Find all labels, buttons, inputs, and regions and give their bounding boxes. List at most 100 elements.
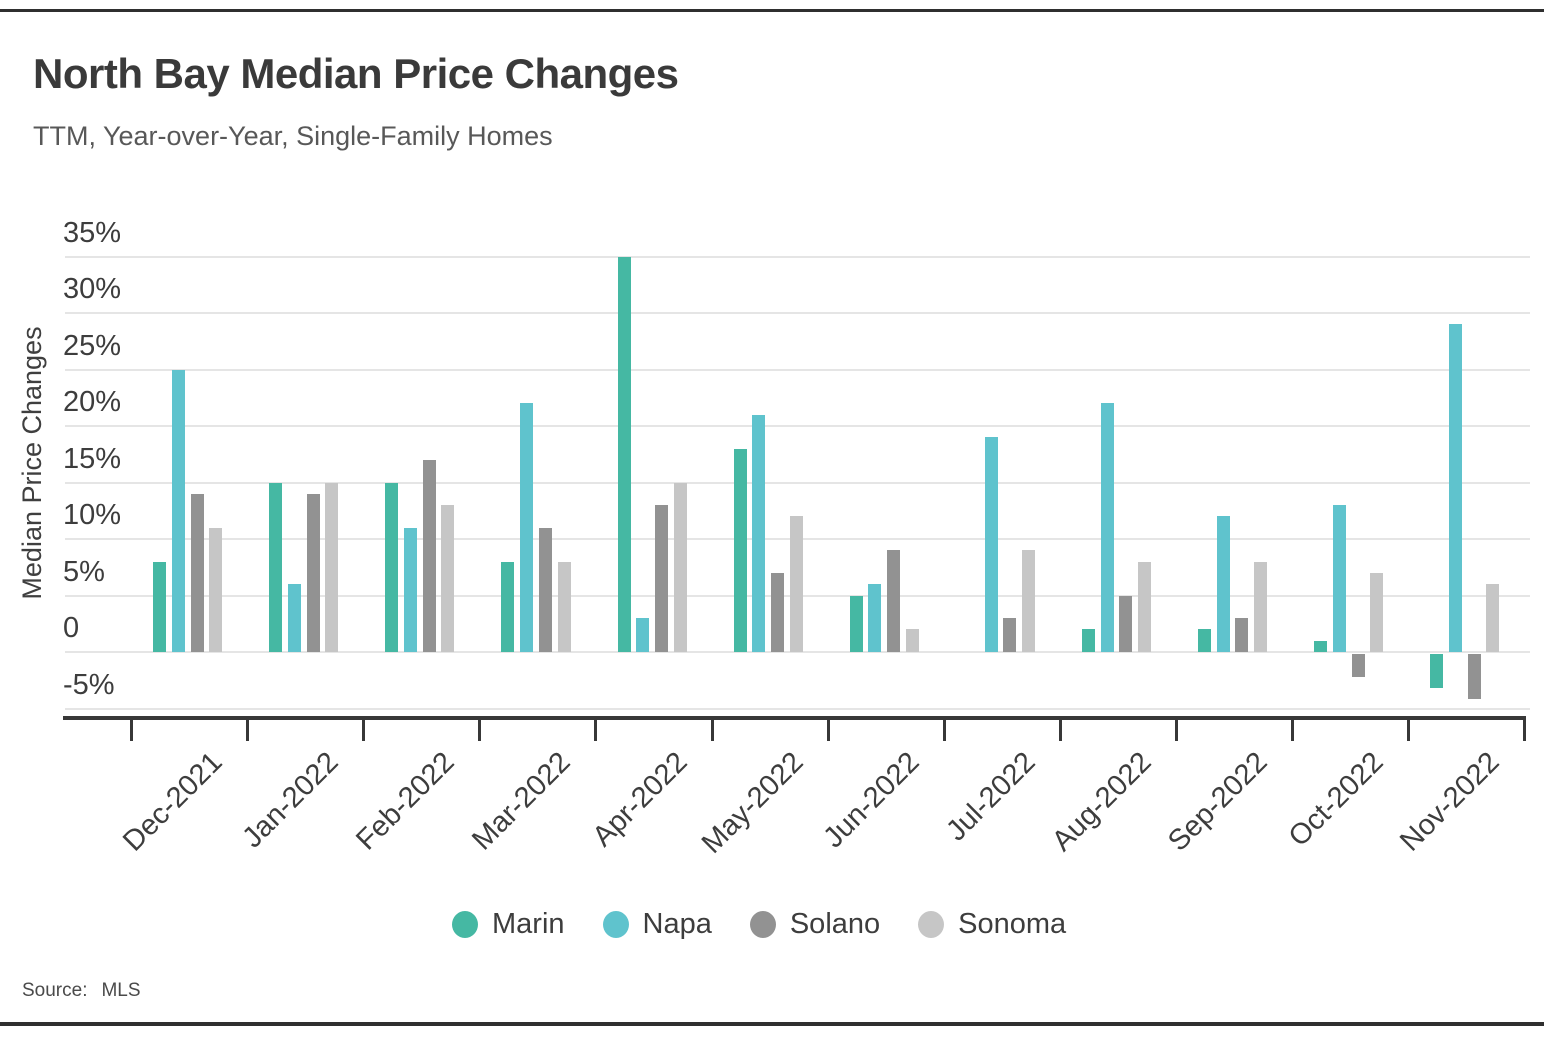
source-note: Source: MLS <box>22 980 141 1002</box>
bar <box>1351 654 1365 677</box>
y-tick-label: -5% <box>63 668 115 701</box>
y-tick-label: 20% <box>63 386 122 418</box>
x-tick-label: Jan-2022 <box>236 746 345 855</box>
x-tick-label: Jun-2022 <box>817 746 926 855</box>
bar <box>1021 550 1035 652</box>
bar <box>1486 584 1500 652</box>
bar <box>752 414 766 652</box>
bar <box>1235 618 1249 652</box>
gridline <box>65 312 1530 314</box>
x-axis-tick <box>1407 716 1411 741</box>
x-axis-line <box>63 716 1523 720</box>
bar <box>1100 403 1114 652</box>
gridline <box>65 425 1530 427</box>
x-axis-tick <box>826 716 830 741</box>
x-axis-tick <box>362 716 366 741</box>
bar <box>1254 561 1268 652</box>
x-axis-tick <box>594 716 598 741</box>
legend-label: Marin <box>492 908 565 940</box>
bar <box>325 482 339 652</box>
bar <box>190 493 204 652</box>
bar <box>306 493 320 652</box>
top-rule <box>0 9 1544 12</box>
gridline <box>65 368 1530 371</box>
bar <box>441 505 455 652</box>
y-tick-label: 25% <box>63 329 122 362</box>
gridline <box>65 255 1530 258</box>
legend-swatch-solano <box>749 911 776 938</box>
bar <box>269 482 283 652</box>
bar <box>422 459 436 652</box>
legend-label: Solano <box>789 908 881 940</box>
y-tick-label: 15% <box>63 442 122 475</box>
bar <box>1138 561 1151 652</box>
bar <box>153 561 167 652</box>
x-axis-tick <box>1291 716 1294 741</box>
bar <box>520 403 534 652</box>
bar <box>287 584 301 652</box>
y-tick-label: 10% <box>63 499 122 531</box>
y-tick-label: 30% <box>63 273 122 305</box>
bar <box>1370 572 1384 652</box>
bar <box>771 572 784 652</box>
legend: Marin Napa Solano Sonoma <box>452 908 1066 941</box>
gridline <box>65 707 1530 710</box>
y-tick-label: 35% <box>63 216 122 249</box>
x-axis-tick <box>1058 716 1062 741</box>
bar <box>404 527 417 652</box>
bar <box>557 561 571 652</box>
source-label: Source: <box>22 980 88 1001</box>
bar <box>1314 640 1328 652</box>
bar <box>209 527 223 652</box>
bar <box>887 550 901 652</box>
x-axis-tick <box>1523 716 1527 741</box>
bar <box>1448 324 1462 652</box>
legend-label: Napa <box>642 908 712 940</box>
bar <box>905 629 919 652</box>
legend-item-solano: Solano <box>749 908 881 941</box>
y-tick-label: 5% <box>63 555 105 588</box>
source-value: MLS <box>101 980 141 1001</box>
legend-item-sonoma: Sonoma <box>918 908 1066 941</box>
bar <box>733 448 747 652</box>
bar <box>636 618 650 652</box>
bar <box>789 516 803 652</box>
bar <box>171 369 185 652</box>
x-axis-tick <box>942 716 946 741</box>
bar <box>1467 654 1481 700</box>
bar <box>673 482 687 652</box>
bar <box>654 505 668 652</box>
bar <box>538 527 552 652</box>
gridline <box>65 481 1530 484</box>
bar <box>1430 654 1444 688</box>
x-tick-label: Jul-2022 <box>940 746 1042 848</box>
bar <box>385 482 399 652</box>
x-tick-label: Nov-2022 <box>1394 746 1506 858</box>
chart-subtitle: TTM, Year-over-Year, Single-Family Homes <box>33 121 553 151</box>
legend-item-marin: Marin <box>452 908 565 941</box>
bar <box>1003 618 1017 652</box>
x-tick-label: Sep-2022 <box>1162 746 1274 858</box>
y-tick-label: 0 <box>63 612 80 644</box>
legend-swatch-marin <box>452 911 478 938</box>
x-axis-tick <box>710 716 714 741</box>
bar <box>501 561 515 652</box>
legend-swatch-sonoma <box>918 911 945 938</box>
x-axis-tick <box>478 716 482 741</box>
x-tick-label: May-2022 <box>695 746 810 860</box>
bar <box>1119 595 1133 652</box>
gridline <box>65 651 1530 653</box>
bar <box>1198 629 1211 652</box>
x-tick-label: Apr-2022 <box>586 746 694 853</box>
bottom-rule <box>0 1022 1544 1026</box>
bar <box>868 584 882 652</box>
legend-label: Sonoma <box>958 908 1067 940</box>
legend-swatch-napa <box>602 911 629 938</box>
bar <box>984 437 998 652</box>
x-tick-label: Aug-2022 <box>1045 746 1158 858</box>
bar <box>1332 505 1346 652</box>
chart-title: North Bay Median Price Changes <box>33 50 679 97</box>
x-tick-label: Mar-2022 <box>466 746 578 857</box>
